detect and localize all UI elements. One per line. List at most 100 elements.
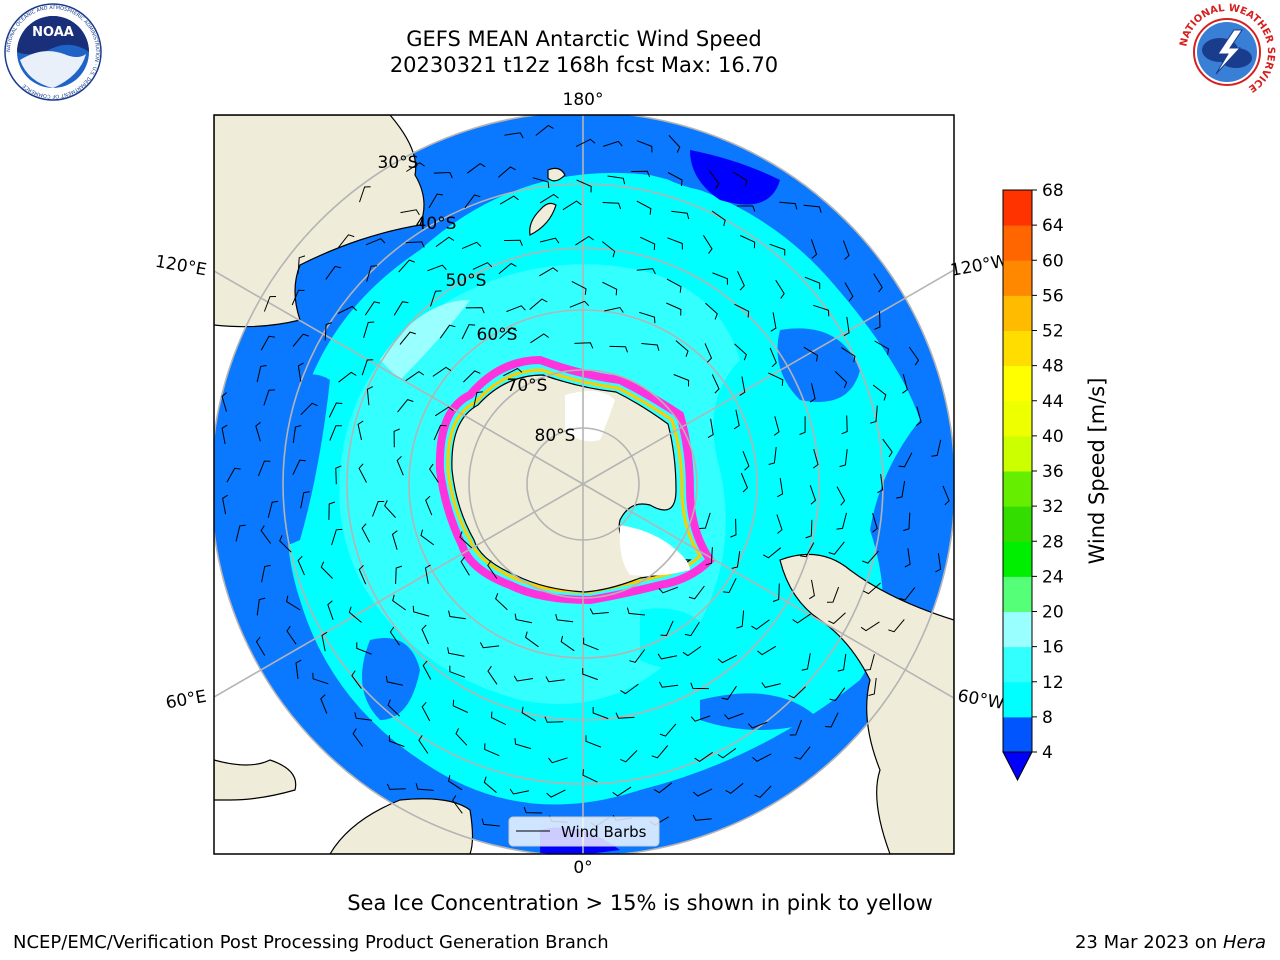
wind-barb	[731, 551, 741, 569]
wind-barb	[297, 362, 304, 382]
wind-barb	[805, 519, 813, 539]
wind-barb	[801, 653, 811, 671]
wind-barb	[942, 485, 950, 506]
lon-label-180: 180°	[563, 90, 604, 110]
wind-barb	[320, 561, 333, 579]
wind-barb	[337, 305, 358, 315]
wind-barb	[490, 711, 507, 726]
map-subtitle: 20230321 t12z 168h fcst Max: 16.70	[389, 53, 779, 77]
wind-barb	[705, 302, 718, 320]
land-masses	[214, 115, 954, 854]
wind-barb	[393, 301, 409, 316]
wind-barb	[721, 685, 737, 700]
wind-barb	[504, 132, 524, 139]
wind-barb	[331, 528, 343, 546]
wind-barb	[406, 162, 425, 172]
wind-barb	[730, 518, 737, 538]
colorbar-segment	[1003, 365, 1032, 402]
wind-barb	[396, 455, 404, 476]
wind-barb	[904, 548, 911, 568]
wind-barb	[555, 613, 574, 623]
lat-label-70s: 70°S	[507, 376, 548, 396]
wind-barb	[651, 745, 669, 759]
wind-barb	[523, 806, 543, 814]
wind-barb	[776, 514, 783, 534]
wind-barb	[472, 262, 493, 270]
wind-barb	[810, 239, 818, 259]
wind-barb	[546, 789, 566, 798]
wind-barb	[668, 135, 681, 153]
wind-barb	[398, 259, 416, 273]
wind-barb	[724, 712, 744, 720]
wind-barb	[260, 525, 272, 544]
wind-barb	[560, 635, 575, 652]
colorbar-tick-label: 28	[1042, 532, 1064, 552]
wind-barb	[425, 495, 433, 516]
wind-barb	[421, 624, 429, 645]
wind-barb	[300, 402, 318, 416]
wind-barb	[762, 547, 782, 559]
wind-barb	[898, 452, 913, 468]
wind-barb	[692, 788, 713, 797]
colorbar-tick-label: 52	[1042, 322, 1064, 342]
antarctica-land	[451, 374, 692, 593]
wind-barb	[222, 494, 228, 515]
wind-barb	[829, 687, 846, 702]
meridian-120w	[582, 269, 954, 485]
colorbar-tick-label: 8	[1042, 708, 1053, 728]
wind-barb	[799, 416, 806, 435]
meridian-120e	[214, 270, 584, 485]
wind-barb	[641, 343, 660, 351]
wind-barb	[761, 682, 781, 688]
wind-barb	[291, 289, 305, 306]
wind-barb	[226, 467, 241, 483]
wind-barb	[915, 406, 922, 427]
wind-barb	[612, 786, 632, 797]
credit-date: 23 Mar 2023 on	[1074, 932, 1223, 953]
wind-barb	[484, 743, 500, 757]
wind-barb	[267, 500, 279, 518]
credit-left: NCEP/EMC/Verification Post Processing Pr…	[13, 932, 609, 953]
wind-barb	[658, 681, 679, 688]
wind-barb	[525, 631, 539, 648]
wind-barb	[864, 653, 875, 671]
wind-barb	[366, 265, 378, 282]
wind-barb	[692, 814, 712, 821]
wind-barb	[459, 531, 473, 549]
wind-barb	[255, 421, 261, 442]
wind-barb	[860, 621, 880, 632]
lat-label-30s: 30°S	[378, 153, 419, 173]
wind-barb	[803, 204, 822, 213]
colorbar-tick-label: 40	[1042, 427, 1064, 447]
wind-barb	[702, 235, 713, 254]
wind-barb	[412, 605, 430, 617]
wind-barb	[545, 676, 565, 683]
colorbar-segment	[1003, 681, 1032, 718]
wind-barb	[742, 451, 750, 471]
wind-barb	[392, 594, 406, 611]
wind-barb	[435, 236, 455, 248]
wind-barb	[712, 272, 728, 285]
wind-barb	[690, 715, 711, 722]
wind-barb	[514, 738, 532, 750]
wind-barb	[400, 209, 420, 216]
colorbar-tick-label: 64	[1042, 216, 1064, 236]
wind-barb	[364, 301, 381, 316]
colorbar-segment	[1003, 716, 1032, 753]
wind-barb	[794, 746, 811, 760]
wind-barb	[870, 405, 878, 424]
wind-barb	[639, 236, 656, 251]
wind-barb	[626, 607, 645, 616]
wind-barb	[434, 406, 454, 417]
wind-barb	[657, 653, 678, 660]
lon-label-120e: 120°E	[154, 252, 208, 281]
wind-barb	[747, 721, 768, 729]
wind-barb	[736, 205, 756, 212]
wind-barb	[328, 501, 336, 521]
wind-barb	[705, 547, 713, 566]
wind-barb	[279, 535, 292, 553]
wind-barb	[513, 675, 534, 682]
wind-barb	[828, 541, 845, 555]
wind-barb	[673, 374, 690, 387]
wind-barb	[509, 788, 530, 795]
